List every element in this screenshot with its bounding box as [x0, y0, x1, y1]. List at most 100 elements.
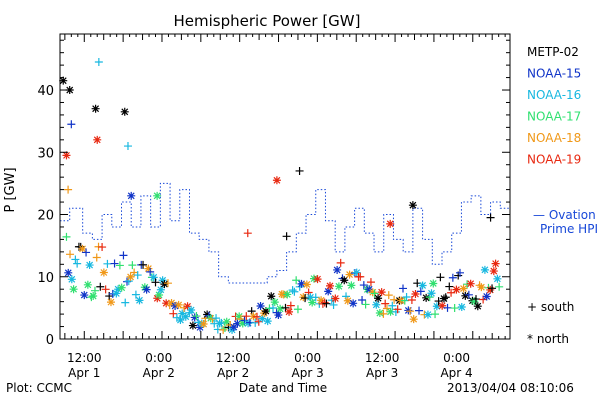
north-point [199, 320, 208, 329]
south-point [384, 291, 393, 300]
north-point [153, 191, 162, 200]
ovation-label-line1: — Ovation [533, 208, 596, 222]
south-point [242, 312, 251, 321]
north-point [174, 300, 183, 309]
south-point [92, 253, 101, 262]
satellite-points [59, 58, 504, 334]
south-point [393, 305, 402, 314]
north-point [258, 314, 267, 323]
north-point [432, 302, 441, 311]
y-axis-label: P [GW] [3, 167, 18, 212]
north-point [158, 276, 167, 285]
north-point [308, 298, 317, 307]
south-point [415, 306, 424, 315]
north-point [120, 107, 129, 116]
north-point [149, 273, 158, 282]
north-point [427, 289, 436, 298]
south-point [486, 213, 495, 222]
north-point [372, 300, 381, 309]
north-point [493, 274, 502, 283]
south-point [399, 284, 408, 293]
south-point [382, 304, 391, 313]
north-point [423, 310, 432, 319]
north-point [178, 309, 187, 318]
south-point [445, 282, 454, 291]
south-point [358, 295, 367, 304]
south-point [290, 287, 299, 296]
north-point [59, 76, 68, 85]
south-point [115, 261, 124, 270]
north-point [422, 293, 431, 302]
south-point [329, 300, 338, 309]
south-point [416, 287, 425, 296]
north-point [408, 201, 417, 210]
north-point [127, 191, 136, 200]
ovation-label-line2: Prime HPI [540, 222, 598, 236]
north-point [62, 151, 71, 160]
north-point [176, 316, 185, 325]
ovation-prime-hpi-series [60, 182, 511, 284]
north-point [91, 104, 100, 113]
north-point [418, 281, 427, 290]
south-point [379, 309, 388, 318]
north-point [188, 321, 197, 330]
north-point [285, 307, 294, 316]
x-tick-time-label: 0:00 [294, 351, 321, 365]
south-point [359, 281, 368, 290]
south-point [208, 314, 217, 323]
north-point [67, 275, 76, 284]
south-point [431, 310, 440, 319]
north-point [261, 307, 270, 316]
north-point [238, 319, 247, 328]
north-point [349, 299, 358, 308]
south-point [96, 282, 105, 291]
x-tick-time-label: 12:00 [216, 351, 251, 365]
north-point [386, 219, 395, 228]
north-point [106, 298, 115, 307]
north-point [482, 292, 491, 301]
south-point [402, 293, 411, 302]
south-point [356, 272, 365, 281]
south-point [64, 185, 73, 194]
south-point [128, 261, 137, 270]
north-marker-key: * north [527, 332, 569, 346]
north-point [340, 276, 349, 285]
legend: METP-02 NOAA-15 NOAA-16 NOAA-17 NOAA-18 NOAA-… [527, 45, 581, 167]
south-point [366, 278, 375, 287]
south-point [370, 289, 379, 298]
south-point [381, 299, 390, 308]
south-point [71, 255, 80, 264]
north-point [64, 268, 73, 277]
south-point [82, 248, 91, 257]
south-point [443, 303, 452, 312]
x-tick-date-label: Apr 3 [366, 366, 398, 380]
north-point [171, 301, 180, 310]
chart-title: Hemispheric Power [GW] [174, 12, 361, 30]
south-point [110, 259, 119, 268]
north-point [466, 279, 475, 288]
y-tick-label: 30 [37, 146, 54, 161]
north-point [352, 268, 361, 277]
south-point [464, 290, 473, 299]
north-point [235, 312, 244, 321]
north-point [343, 296, 352, 305]
legend-entry: NOAA-17 [527, 110, 581, 124]
south-point [220, 324, 229, 333]
north-point [324, 287, 333, 296]
legend-entry: METP-02 [527, 45, 579, 59]
north-point [93, 135, 102, 144]
north-point [297, 279, 306, 288]
south-point [251, 318, 260, 327]
south-point [281, 303, 290, 312]
north-point [263, 317, 272, 326]
south-point [282, 232, 291, 241]
south-point [301, 294, 310, 303]
south-point [105, 292, 114, 301]
x-tick-time-label: 12:00 [365, 351, 400, 365]
north-point [326, 281, 334, 290]
north-point [187, 306, 196, 315]
north-point [439, 294, 448, 303]
x-tick-time-label: 0:00 [145, 351, 172, 365]
north-point [302, 280, 311, 289]
